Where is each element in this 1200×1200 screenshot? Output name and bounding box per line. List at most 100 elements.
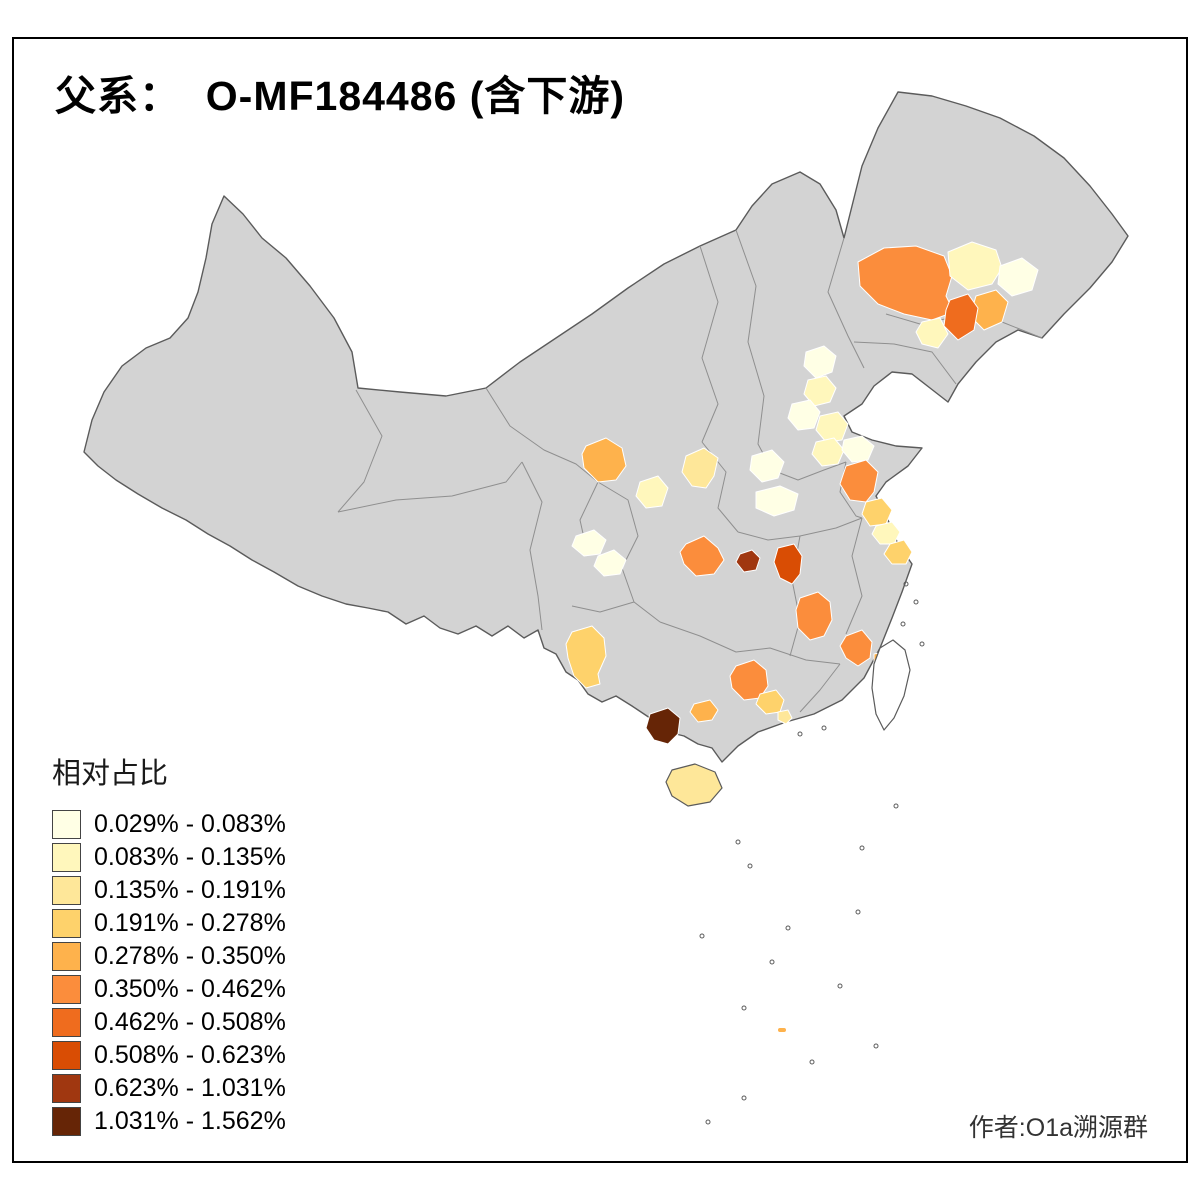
province-border-line: [699, 245, 719, 443]
legend-label: 0.191% - 0.278%: [94, 909, 286, 937]
legend-swatch: [52, 942, 81, 971]
islet: [859, 845, 865, 851]
region-heilongjiang-north: [997, 257, 1039, 297]
legend-item: 0.623% - 1.031%: [52, 1072, 286, 1105]
islet: [747, 863, 753, 869]
legend-swatch: [52, 909, 81, 938]
region-ningxia: [635, 475, 669, 509]
province-border-line: [735, 229, 773, 471]
province-border-line: [337, 461, 523, 513]
legend-item: 0.508% - 0.623%: [52, 1039, 286, 1072]
hainan-island: [665, 763, 723, 807]
islet: [900, 621, 906, 627]
legend-item: 0.191% - 0.278%: [52, 907, 286, 940]
mainland-china-shape: [83, 91, 1129, 763]
islands: [665, 639, 911, 807]
legend-swatch: [52, 1041, 81, 1070]
legend-label: 0.135% - 0.191%: [94, 876, 286, 904]
legend-swatch: [52, 876, 81, 905]
islet: [837, 983, 843, 989]
islet: [809, 1059, 815, 1065]
region-guangdong-coast: [777, 709, 793, 725]
legend-title: 相对占比: [52, 758, 169, 790]
region-guangxi-southwest: [645, 707, 681, 745]
province-border-line: [853, 341, 957, 385]
islet: [797, 731, 803, 737]
islet: [855, 909, 861, 915]
legend: 相对占比 0.029% - 0.083% 0.083% - 0.135% 0.1…: [52, 750, 286, 1138]
region-hunan-east: [795, 591, 833, 641]
region-fujian-central: [839, 629, 873, 667]
region-yunnan-central: [565, 625, 607, 689]
province-border-line: [571, 601, 635, 613]
province-border-line: [845, 517, 863, 635]
province-border-line: [337, 389, 383, 513]
province-border-line: [597, 481, 661, 623]
region-beijing: [803, 375, 837, 407]
taiwan-island: [871, 639, 911, 731]
legend-label: 0.462% - 0.508%: [94, 1008, 286, 1036]
sea-islets: [699, 581, 925, 1125]
region-tianjin: [815, 411, 849, 443]
region-sichuan-west: [571, 529, 607, 557]
legend-label: 0.029% - 0.083%: [94, 810, 286, 838]
legend-label: 0.623% - 1.031%: [94, 1074, 286, 1102]
province-border-line: [827, 237, 865, 369]
region-liaoning-north: [915, 317, 949, 349]
region-shandong-west: [811, 437, 845, 467]
legend-swatch: [52, 1074, 81, 1103]
legend-swatch: [52, 1008, 81, 1037]
province-border-line: [485, 387, 599, 483]
legend-item: 0.278% - 0.350%: [52, 940, 286, 973]
region-heilongjiang-west: [947, 241, 1003, 291]
islet: [741, 1005, 747, 1011]
legend-label: 0.083% - 0.135%: [94, 843, 286, 871]
islet: [873, 1043, 879, 1049]
islet: [735, 839, 741, 845]
islet: [785, 925, 791, 931]
legend-item: 0.083% - 0.135%: [52, 841, 286, 874]
islet: [705, 1119, 711, 1125]
province-border-line: [771, 461, 847, 481]
islet: [821, 725, 827, 731]
islet: [769, 959, 775, 965]
region-anhui-south: [883, 539, 913, 565]
region-hubei-west: [735, 549, 761, 573]
page-title: 父系： O-MF184486 (含下游): [55, 73, 626, 119]
legend-item: 0.029% - 0.083%: [52, 808, 286, 841]
legend-label: 1.031% - 1.562%: [94, 1107, 286, 1135]
region-gansu-lanzhou: [581, 437, 627, 483]
islet: [903, 581, 909, 587]
legend-swatch: [52, 843, 81, 872]
author-credit: 作者:O1a溯源群: [968, 1114, 1148, 1142]
province-border-line: [799, 663, 841, 713]
legend-item: 0.462% - 0.508%: [52, 1006, 286, 1039]
islet: [913, 599, 919, 605]
province-border-line: [659, 621, 841, 665]
region-hubei-southeast: [773, 543, 803, 585]
islet: [741, 1095, 747, 1101]
region-henan-central: [755, 485, 799, 517]
colored-regions: [565, 241, 1039, 745]
region-shandong-north: [841, 435, 875, 463]
legend-item: 0.135% - 0.191%: [52, 874, 286, 907]
province-borders: [337, 229, 1043, 713]
legend-label: 0.350% - 0.462%: [94, 975, 286, 1003]
legend-swatch: [52, 975, 81, 1004]
region-shanxi-south: [749, 449, 785, 483]
legend-item: 1.031% - 1.562%: [52, 1105, 286, 1138]
region-guangxi-south: [689, 699, 719, 723]
legend-label: 0.508% - 0.623%: [94, 1041, 286, 1069]
province-border-line: [521, 461, 543, 631]
islet: [893, 803, 899, 809]
region-sichuan-south: [593, 549, 627, 577]
islet: [699, 933, 705, 939]
legend-item: 0.350% - 0.462%: [52, 973, 286, 1006]
region-beijing-north: [803, 345, 837, 379]
legend-swatch: [52, 810, 81, 839]
mainland-outline-group: [83, 91, 1129, 763]
islet-colored: [778, 1028, 786, 1032]
region-jiangsu-north: [839, 459, 879, 503]
